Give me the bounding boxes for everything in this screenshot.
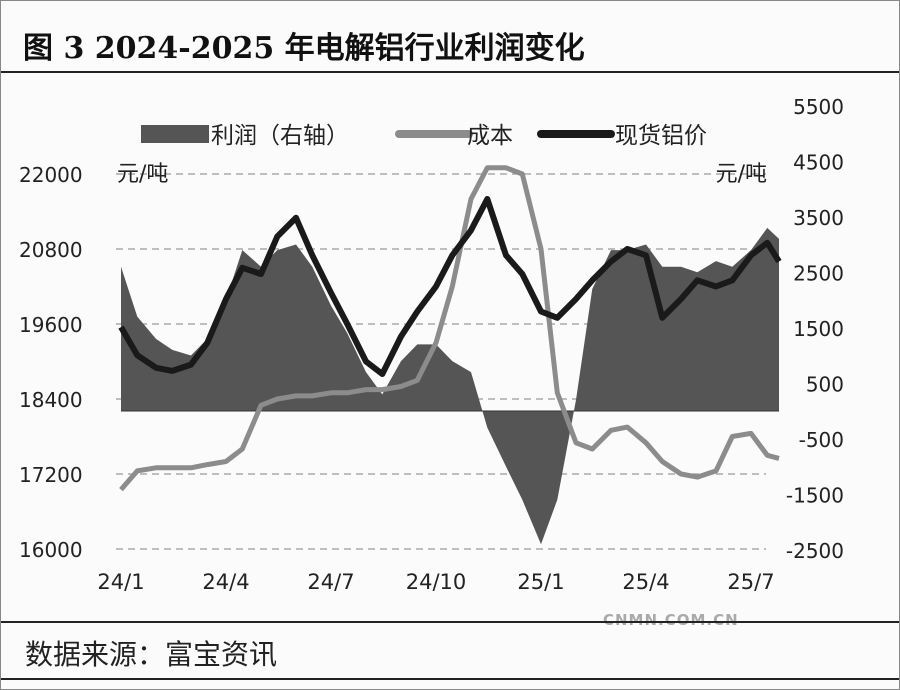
- right-tick-label: -500: [799, 428, 844, 452]
- x-tick-label: 24/7: [307, 570, 354, 594]
- left-axis-unit: 元/吨: [117, 162, 168, 187]
- left-tick-label: 16000: [19, 538, 83, 562]
- source-note: 数据来源：富宝资讯: [25, 638, 278, 671]
- x-tick-label: 24/10: [406, 570, 467, 594]
- series-area-profit: [121, 227, 779, 545]
- right-axis-unit: 元/吨: [716, 162, 767, 187]
- left-tick-label: 19600: [19, 313, 83, 337]
- left-tick-label: 20800: [19, 238, 83, 262]
- series-line-price: [118, 196, 782, 377]
- right-tick-label: 5500: [793, 95, 844, 119]
- x-tick-label: 25/1: [517, 570, 564, 594]
- legend-label: 利润（右轴）: [211, 123, 349, 149]
- legend-label: 现货铝价: [615, 123, 707, 149]
- right-tick-label: 4500: [793, 150, 844, 174]
- figure-title: 图 3 2024-2025 年电解铝行业利润变化: [23, 31, 585, 66]
- left-tick-label: 17200: [19, 463, 83, 487]
- x-tick-label: 24/1: [97, 570, 144, 594]
- legend-label: 成本: [467, 123, 513, 149]
- series-line-cost: [119, 165, 780, 492]
- left-tick-label: 22000: [19, 163, 83, 187]
- x-tick-label: 25/7: [727, 570, 774, 594]
- bottom-rule: [1, 678, 899, 680]
- left-tick-label: 18400: [19, 388, 83, 412]
- right-tick-label: 1500: [793, 317, 844, 341]
- chart: 22000 20800 19600 18400 17200 16000 5500 4500 35…: [19, 95, 844, 594]
- title-rule: [1, 71, 899, 73]
- legend-swatch-profit: [141, 125, 209, 143]
- right-tick-label: 3500: [793, 206, 844, 230]
- right-tick-label: -2500: [786, 539, 844, 563]
- right-tick-label: 500: [806, 372, 844, 396]
- right-tick-label: -1500: [786, 483, 844, 507]
- x-tick-label: 25/4: [622, 570, 669, 594]
- x-tick-label: 24/4: [202, 570, 249, 594]
- watermark: CNMN.COM.CN: [603, 611, 739, 629]
- right-tick-label: 2500: [793, 261, 844, 285]
- source-rule: [1, 621, 899, 623]
